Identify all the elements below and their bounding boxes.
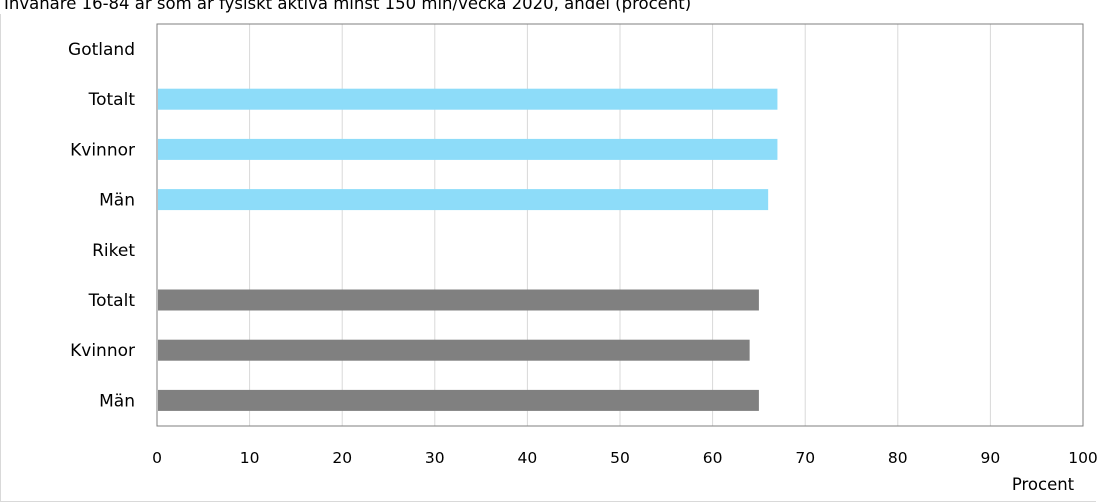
- x-tick-label: 30: [425, 449, 445, 467]
- x-axis-title: Procent: [1012, 475, 1075, 494]
- chart-title: Invånare 16-84 år som är fysiskt aktiva …: [4, 0, 692, 13]
- x-tick-label: 80: [888, 449, 908, 467]
- x-tick-label: 10: [240, 449, 260, 467]
- category-label: Riket: [92, 241, 135, 261]
- bar: [158, 389, 759, 411]
- bar: [158, 138, 778, 160]
- x-tick-label: 90: [981, 449, 1001, 467]
- category-label: Kvinnor: [70, 140, 135, 160]
- x-tick-label: 20: [332, 449, 352, 467]
- category-label: Män: [99, 191, 135, 211]
- category-labels: Gotland Totalt Kvinnor Män Riket Totalt Kvinno…: [68, 40, 135, 411]
- plot-area-border: [156, 23, 1084, 427]
- bar: [158, 339, 750, 361]
- x-tick-label: 100: [1068, 449, 1098, 467]
- category-label: Totalt: [88, 291, 136, 311]
- category-label: Gotland: [68, 40, 135, 60]
- bars: [158, 88, 778, 411]
- x-tick-labels: 0 10 20 30 40 50 60 70 80 90 100: [152, 449, 1098, 467]
- gridlines: [249, 24, 991, 426]
- category-label: Kvinnor: [70, 341, 135, 361]
- category-label: Totalt: [88, 90, 136, 110]
- x-tick-label: 40: [518, 449, 538, 467]
- x-tick-label: 60: [703, 449, 723, 467]
- bar: [158, 88, 778, 110]
- x-tick-label: 70: [795, 449, 815, 467]
- category-label: Män: [99, 391, 135, 411]
- x-tick-label: 0: [152, 449, 162, 467]
- bar: [158, 189, 769, 211]
- bar: [158, 289, 759, 311]
- x-tick-label: 50: [610, 449, 630, 467]
- chart-outer-frame: [0, 14, 1096, 502]
